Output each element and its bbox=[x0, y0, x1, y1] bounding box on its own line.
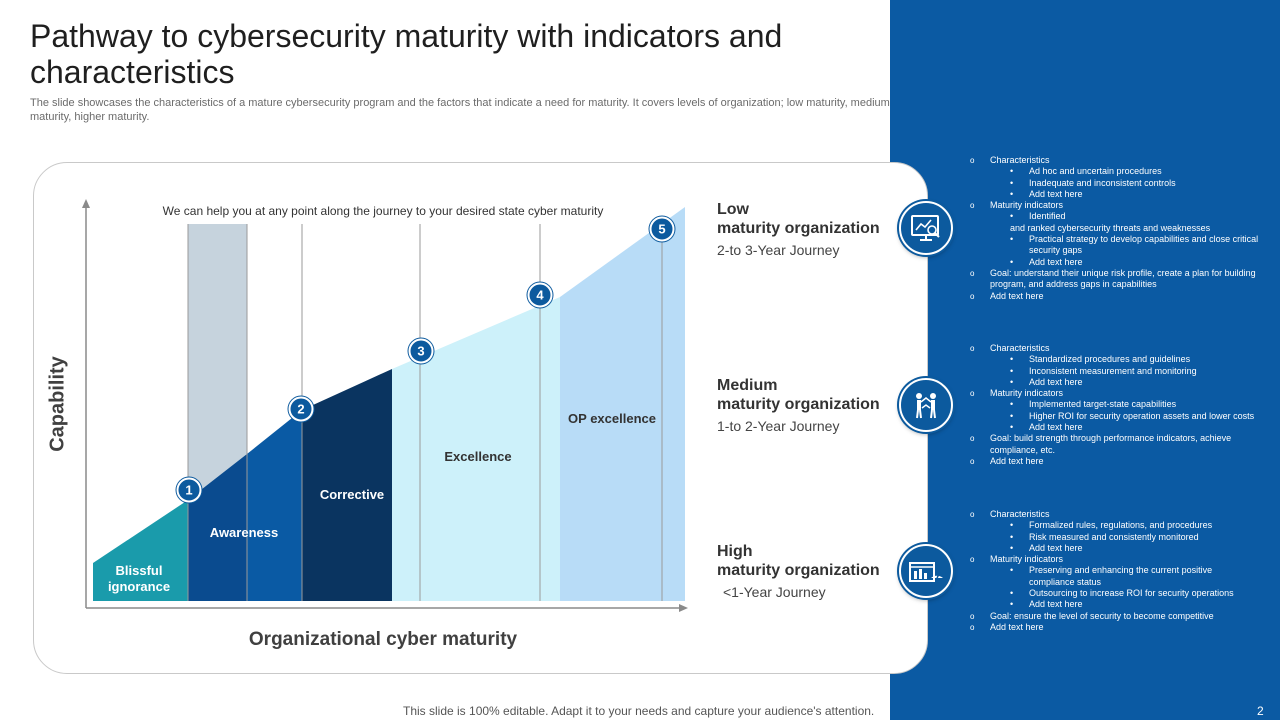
detail-subitem: Add text here bbox=[990, 189, 1260, 201]
detail-subitem: Add text here bbox=[990, 543, 1260, 555]
detail-subitem: Higher ROI for security operation assets… bbox=[990, 411, 1260, 423]
detail-subitem: Add text here bbox=[990, 377, 1260, 389]
y-axis-arrow bbox=[82, 199, 90, 208]
detail-subitem: Preserving and enhancing the current pos… bbox=[990, 565, 1260, 588]
detail-text: Maturity indicators bbox=[990, 388, 1064, 399]
stage-label-corrective: Corrective bbox=[319, 487, 385, 502]
detail-subitem: Standardized procedures and guidelines bbox=[990, 354, 1260, 366]
org-low-maturity: Low maturity organization 2-to 3-Year Jou… bbox=[717, 200, 897, 258]
detail-item: Characteristics Standardized procedures … bbox=[970, 343, 1260, 388]
detail-subitem: Inadequate and inconsistent controls bbox=[990, 178, 1260, 190]
team-presentation-icon bbox=[899, 378, 953, 432]
detail-subitem-text: Identified bbox=[1029, 211, 1066, 222]
org-title-line1: High bbox=[717, 543, 753, 560]
detail-item: Goal: ensure the level of security to be… bbox=[970, 611, 1260, 623]
org-title: Low maturity organization bbox=[717, 200, 897, 238]
detail-item: Add text here bbox=[970, 622, 1260, 634]
page-title: Pathway to cybersecurity maturity with i… bbox=[30, 18, 783, 90]
page-subtitle: The slide showcases the characteristics … bbox=[30, 97, 890, 123]
stage-label-blissful-ignorance: Blissful ignorance bbox=[107, 563, 171, 594]
detail-subitem: Add text here bbox=[990, 422, 1260, 434]
detail-text: Characteristics bbox=[990, 155, 1050, 165]
org-medium-maturity: Medium maturity organization 1-to 2-Year … bbox=[717, 376, 897, 434]
details-high-maturity: Characteristics Formalized rules, regula… bbox=[970, 509, 1260, 634]
stage-area-awareness bbox=[188, 454, 247, 601]
org-title-line1: Medium bbox=[717, 377, 778, 394]
detail-text: Characteristics bbox=[990, 509, 1050, 519]
stage-label-excellence: Excellence bbox=[444, 449, 512, 464]
org-journey: 1-to 2-Year Journey bbox=[717, 418, 840, 434]
detail-text: Maturity indicators bbox=[990, 200, 1064, 211]
detail-text: Characteristics bbox=[990, 343, 1050, 353]
detail-item: Goal: understand their unique risk profi… bbox=[970, 268, 1260, 291]
detail-subitem: Implemented target-state capabilities bbox=[990, 399, 1260, 411]
x-axis-label: Organizational cyber maturity bbox=[248, 629, 518, 650]
detail-item: Add text here bbox=[970, 291, 1260, 303]
details-medium-maturity: Characteristics Standardized procedures … bbox=[970, 343, 1260, 468]
stage-area-excellence bbox=[392, 297, 560, 601]
org-title-line1: Low bbox=[717, 201, 749, 218]
stage-area-blissful-ignorance bbox=[93, 500, 188, 601]
org-title: Medium maturity organization bbox=[717, 376, 897, 414]
detail-item: Goal: build strength through performance… bbox=[970, 433, 1260, 456]
details-low-maturity: Characteristics Ad hoc and uncertain pro… bbox=[970, 155, 1260, 302]
detail-subitem-continuation: and ranked cybersecurity threats and wea… bbox=[1010, 222, 1211, 233]
y-axis-label: Capability bbox=[46, 356, 69, 452]
detail-subitem: Ad hoc and uncertain procedures bbox=[990, 166, 1260, 178]
detail-subitem: Inconsistent measurement and monitoring bbox=[990, 366, 1260, 378]
stage-label-awareness: Awareness bbox=[209, 525, 279, 540]
detail-item: Characteristics Ad hoc and uncertain pro… bbox=[970, 155, 1260, 200]
detail-subitem: Outsourcing to increase ROI for security… bbox=[990, 588, 1260, 600]
stage-area-awareness-b bbox=[247, 410, 302, 601]
org-journey: <1-Year Journey bbox=[723, 584, 826, 600]
stage-area-corrective bbox=[302, 369, 392, 601]
stage-marker-5: 5 bbox=[649, 216, 675, 242]
detail-text: Maturity indicators bbox=[990, 554, 1064, 565]
stage-marker-1: 1 bbox=[176, 477, 202, 503]
detail-item: Add text here bbox=[970, 456, 1260, 468]
detail-item: Maturity indicators Preserving and enhan… bbox=[970, 554, 1260, 611]
stage-marker-2: 2 bbox=[288, 396, 314, 422]
stage-label-op-excellence: OP excellence bbox=[568, 411, 656, 426]
analysis-monitor-icon bbox=[899, 201, 953, 255]
stage-area-op-excellence bbox=[560, 207, 685, 601]
detail-subitem: Add text here bbox=[990, 257, 1260, 269]
org-title: High maturity organization bbox=[717, 542, 897, 580]
x-axis-arrow bbox=[679, 604, 688, 612]
detail-subitem: Practical strategy to develop capabiliti… bbox=[990, 234, 1260, 257]
org-high-maturity: High maturity organization <1-Year Journe… bbox=[717, 542, 897, 600]
detail-subitem: Add text here bbox=[990, 599, 1260, 611]
diagram-caption: We can help you at any point along the j… bbox=[162, 204, 604, 218]
detail-subitem: Formalized rules, regulations, and proce… bbox=[990, 520, 1260, 532]
detail-item: Maturity indicators Implemented target-s… bbox=[970, 388, 1260, 433]
org-title-line2: maturity organization bbox=[717, 220, 880, 237]
dashboard-gauge-icon bbox=[899, 544, 953, 598]
stage-marker-4: 4 bbox=[527, 282, 553, 308]
org-journey: 2-to 3-Year Journey bbox=[717, 242, 840, 258]
detail-item: Characteristics Formalized rules, regula… bbox=[970, 509, 1260, 554]
page-number: 2 bbox=[1257, 704, 1264, 718]
org-title-line2: maturity organization bbox=[717, 396, 880, 413]
detail-subitem: Risk measured and consistently monitored bbox=[990, 532, 1260, 544]
footer-note: This slide is 100% editable. Adapt it to… bbox=[403, 704, 875, 718]
org-title-line2: maturity organization bbox=[717, 562, 880, 579]
stage-marker-3: 3 bbox=[408, 338, 434, 364]
